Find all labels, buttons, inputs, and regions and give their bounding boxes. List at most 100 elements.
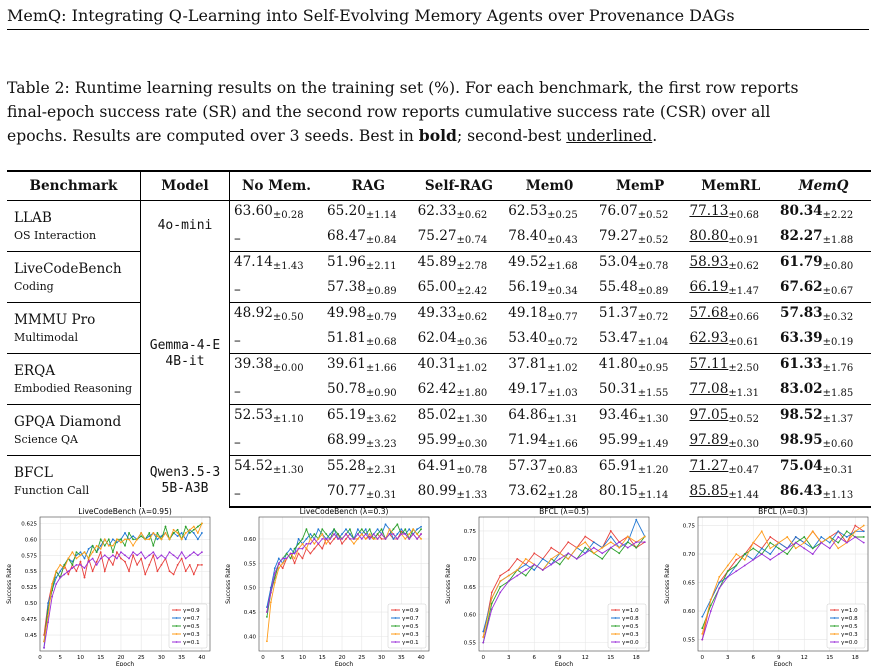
data-point	[337, 533, 339, 535]
x-axis-label: Epoch	[335, 661, 354, 666]
data-point	[709, 610, 712, 612]
data-point	[140, 535, 143, 538]
x-tick-label: 15	[607, 655, 614, 661]
data-point	[140, 551, 143, 553]
legend-box	[168, 603, 208, 649]
data-point	[297, 542, 300, 545]
legend-label: γ=1.0	[841, 608, 858, 614]
data-point	[360, 538, 363, 540]
y-tick-label: 0.475	[21, 617, 37, 623]
data-point	[321, 533, 324, 535]
y-tick-label: 0.45	[25, 633, 38, 639]
data-point	[811, 530, 814, 533]
chart-title: LiveCodeBench (λ=0.3)	[300, 507, 389, 516]
table-header-row: Benchmark Model No Mem. RAG Self-RAG Mem…	[7, 170, 871, 201]
table-row: BFCL Function Call Qwen3.5-35B-A3B 54.52±1.…	[7, 455, 871, 507]
value-cell: 76.07±0.52	[595, 201, 686, 227]
data-point	[490, 591, 493, 594]
legend-label: γ=0.3	[841, 632, 858, 638]
data-point	[188, 528, 191, 531]
y-axis-label: Success Rate	[664, 564, 671, 604]
value-cell: 49.52±1.68	[504, 251, 595, 277]
data-point	[289, 557, 292, 560]
legend-marker	[175, 609, 178, 611]
value: 53.40	[508, 330, 548, 346]
x-tick-label: 5	[281, 655, 285, 661]
value-cell: 75.27±0.74	[414, 226, 505, 252]
data-point	[107, 538, 110, 541]
data-point	[482, 636, 485, 638]
data-point	[862, 536, 865, 538]
benchmark-name: MMMU Pro	[14, 311, 96, 328]
value: –	[234, 434, 241, 451]
plot-frame	[39, 516, 211, 652]
value: 41.80	[598, 356, 638, 372]
data-point	[380, 528, 383, 531]
data-point	[152, 554, 155, 557]
data-point	[356, 538, 359, 540]
data-point	[63, 567, 66, 569]
data-point	[408, 528, 411, 531]
data-point	[376, 533, 379, 535]
legend-marker	[175, 617, 178, 619]
plot-bfcl-lambda-0.3: BFCL (λ=0.3) 0.55 0.60 0.65 0.70 0.75 0 3 6 9 12 15…	[661, 505, 876, 666]
data-point	[376, 538, 379, 540]
data-point	[273, 567, 276, 570]
std-dev: ±0.90	[365, 388, 397, 399]
value: 50.31	[598, 381, 638, 397]
data-point	[132, 554, 134, 557]
data-point	[372, 538, 375, 540]
table-body: LLAB OS Interaction 4o-mini 63.60±0.28 65.20…	[7, 200, 871, 508]
std-dev: ±0.91	[728, 235, 760, 246]
data-point	[71, 567, 74, 569]
data-point	[541, 557, 544, 560]
std-dev: ±1.43	[272, 261, 304, 272]
value: 95.99	[417, 432, 457, 448]
y-tick-label: 0.60	[464, 613, 477, 619]
data-point	[132, 544, 134, 547]
std-dev: ±0.67	[822, 286, 854, 297]
data-point	[297, 547, 300, 550]
data-point	[107, 557, 110, 560]
legend-marker	[614, 641, 617, 643]
value: 39.38	[234, 356, 273, 372]
value: 65.91	[598, 458, 638, 474]
value: 48.92	[234, 305, 273, 321]
data-point	[111, 538, 114, 541]
value-cell: 71.94±1.66	[504, 430, 595, 456]
value: 62.04	[417, 330, 457, 346]
data-point	[180, 557, 183, 560]
value-cell: 71.27±0.47	[685, 455, 777, 481]
value-cell: 75.04±0.31	[776, 455, 871, 481]
data-point	[281, 567, 284, 570]
y-tick-label: 0.60	[25, 537, 38, 543]
value: 55.28	[327, 458, 366, 474]
data-point	[128, 557, 130, 560]
table-row: –57.38±0.89 65.00±2.42 56.19±0.34 55.48±0.8…	[7, 277, 871, 303]
value: 40.31	[417, 356, 457, 372]
std-dev: ±0.52	[728, 414, 760, 425]
std-dev: ±0.50	[272, 312, 304, 323]
table-row: LiveCodeBench Coding Gemma-4-E4B-it 47.14±1…	[7, 251, 871, 456]
data-point	[516, 557, 519, 560]
y-tick-label: 0.60	[683, 609, 696, 615]
y-tick-label: 0.75	[683, 524, 696, 530]
std-dev: ±1.30	[456, 414, 488, 425]
data-point	[188, 532, 191, 534]
legend-label: γ=1.0	[622, 608, 639, 614]
data-point	[293, 547, 296, 550]
data-point	[837, 530, 840, 533]
chart-title: BFCL (λ=0.5)	[539, 507, 589, 516]
data-point	[854, 536, 857, 538]
data-point	[601, 552, 604, 555]
data-point	[201, 551, 203, 553]
legend-box	[607, 603, 647, 649]
legend-label: γ=0.1	[402, 640, 419, 646]
std-dev: ±1.31	[728, 388, 760, 399]
std-dev: ±1.76	[822, 363, 854, 374]
col-header-memq: MemQ	[776, 170, 871, 201]
data-point	[735, 558, 738, 561]
legend-label: γ=0.3	[622, 632, 639, 638]
std-dev: ±0.80	[822, 261, 854, 272]
data-point	[144, 557, 147, 560]
